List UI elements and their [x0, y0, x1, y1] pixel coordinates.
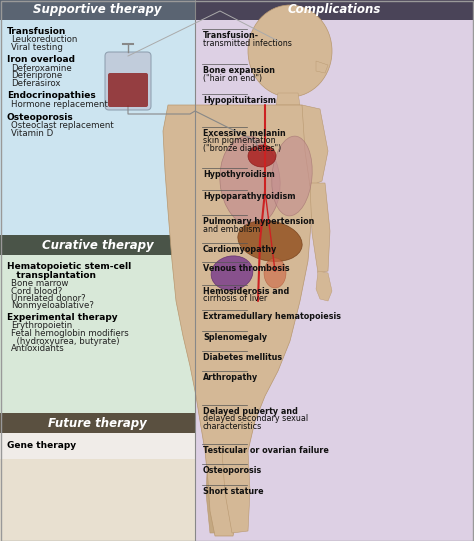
- Text: Cord blood?: Cord blood?: [11, 287, 62, 295]
- Bar: [0, 0, 195, 20]
- Text: Endocrinopathies: Endocrinopathies: [7, 91, 96, 101]
- Text: Arthropathy: Arthropathy: [203, 373, 258, 382]
- FancyBboxPatch shape: [105, 52, 151, 110]
- Text: Gene therapy: Gene therapy: [7, 441, 76, 450]
- Text: Nonmyeloablative?: Nonmyeloablative?: [11, 301, 94, 311]
- Text: ("hair on end"): ("hair on end"): [203, 74, 262, 82]
- Text: Supportive therapy: Supportive therapy: [33, 3, 162, 16]
- Text: Deferiprone: Deferiprone: [11, 71, 62, 81]
- Text: delayed secondary sexual: delayed secondary sexual: [203, 414, 308, 423]
- Text: Venous thrombosis: Venous thrombosis: [203, 264, 290, 273]
- Text: Hemosiderosis and: Hemosiderosis and: [203, 287, 289, 296]
- Text: Future therapy: Future therapy: [48, 417, 147, 430]
- Ellipse shape: [248, 145, 276, 167]
- Bar: [0, 255, 195, 413]
- Text: Experimental therapy: Experimental therapy: [7, 313, 118, 322]
- Text: ("bronze diabetes"): ("bronze diabetes"): [203, 144, 281, 153]
- Text: Transfusion: Transfusion: [7, 27, 66, 36]
- Text: Hypopituitarism: Hypopituitarism: [203, 96, 276, 105]
- Text: Extramedullary hematopoiesis: Extramedullary hematopoiesis: [203, 312, 341, 321]
- Text: Transfusion-: Transfusion-: [203, 31, 259, 41]
- Polygon shape: [302, 105, 328, 186]
- Bar: [0, 235, 195, 255]
- Ellipse shape: [220, 136, 280, 226]
- Text: Delayed puberty and: Delayed puberty and: [203, 407, 298, 416]
- Ellipse shape: [272, 136, 312, 216]
- Text: Fetal hemoglobin modifiers: Fetal hemoglobin modifiers: [11, 329, 129, 338]
- Polygon shape: [276, 93, 300, 105]
- Bar: [0, 20, 195, 235]
- Text: Hormone replacement: Hormone replacement: [11, 100, 108, 109]
- Text: Antioxidants: Antioxidants: [11, 344, 65, 353]
- Text: Deferasirox: Deferasirox: [11, 79, 61, 88]
- Text: transplantation: transplantation: [7, 270, 96, 280]
- Text: Testicular or ovarian failure: Testicular or ovarian failure: [203, 446, 329, 456]
- Text: Unrelated donor?: Unrelated donor?: [11, 294, 86, 303]
- Text: Erythropoietin: Erythropoietin: [11, 321, 72, 331]
- Text: Viral testing: Viral testing: [11, 43, 63, 52]
- Text: (hydroxyurea, butyrate): (hydroxyurea, butyrate): [11, 337, 119, 346]
- Text: characteristics: characteristics: [203, 422, 262, 431]
- Text: and embolism: and embolism: [203, 225, 260, 234]
- Polygon shape: [310, 183, 330, 273]
- Text: Complications: Complications: [288, 3, 381, 16]
- Text: Bone expansion: Bone expansion: [203, 66, 275, 75]
- Text: Osteoporosis: Osteoporosis: [203, 466, 262, 476]
- Text: Leukoreduction: Leukoreduction: [11, 36, 77, 44]
- Ellipse shape: [264, 258, 286, 288]
- FancyBboxPatch shape: [108, 73, 148, 107]
- Text: Cardiomyopathy: Cardiomyopathy: [203, 245, 277, 254]
- Bar: [0, 459, 195, 541]
- Bar: [195, 0, 474, 20]
- Polygon shape: [206, 453, 228, 533]
- Text: skin pigmentation: skin pigmentation: [203, 136, 275, 145]
- Polygon shape: [316, 271, 332, 301]
- Text: Hypoparathyroidism: Hypoparathyroidism: [203, 192, 295, 201]
- Ellipse shape: [248, 5, 332, 97]
- Text: Osteoclast replacement: Osteoclast replacement: [11, 121, 114, 130]
- Text: Deferoxamine: Deferoxamine: [11, 64, 72, 73]
- Text: Iron overload: Iron overload: [7, 56, 75, 64]
- Text: Vitamin D: Vitamin D: [11, 129, 53, 137]
- Text: Hematopoietic stem-cell: Hematopoietic stem-cell: [7, 262, 131, 271]
- Bar: [0, 413, 195, 433]
- Text: Diabetes mellitus: Diabetes mellitus: [203, 353, 282, 362]
- Bar: [195, 0, 474, 541]
- Text: Short stature: Short stature: [203, 487, 264, 496]
- Text: Osteoporosis: Osteoporosis: [7, 113, 74, 122]
- Polygon shape: [316, 61, 328, 73]
- Text: Hypothyroidism: Hypothyroidism: [203, 170, 275, 180]
- Ellipse shape: [211, 256, 253, 290]
- Polygon shape: [163, 105, 315, 536]
- Text: Bone marrow: Bone marrow: [11, 279, 68, 288]
- Polygon shape: [222, 451, 250, 533]
- Ellipse shape: [238, 221, 302, 261]
- Text: Pulmonary hypertension: Pulmonary hypertension: [203, 217, 314, 227]
- Text: Excessive melanin: Excessive melanin: [203, 129, 286, 138]
- Text: cirrhosis of liver: cirrhosis of liver: [203, 294, 267, 303]
- Text: transmitted infections: transmitted infections: [203, 39, 292, 48]
- Text: Curative therapy: Curative therapy: [42, 239, 153, 252]
- Text: Splenomegaly: Splenomegaly: [203, 333, 267, 342]
